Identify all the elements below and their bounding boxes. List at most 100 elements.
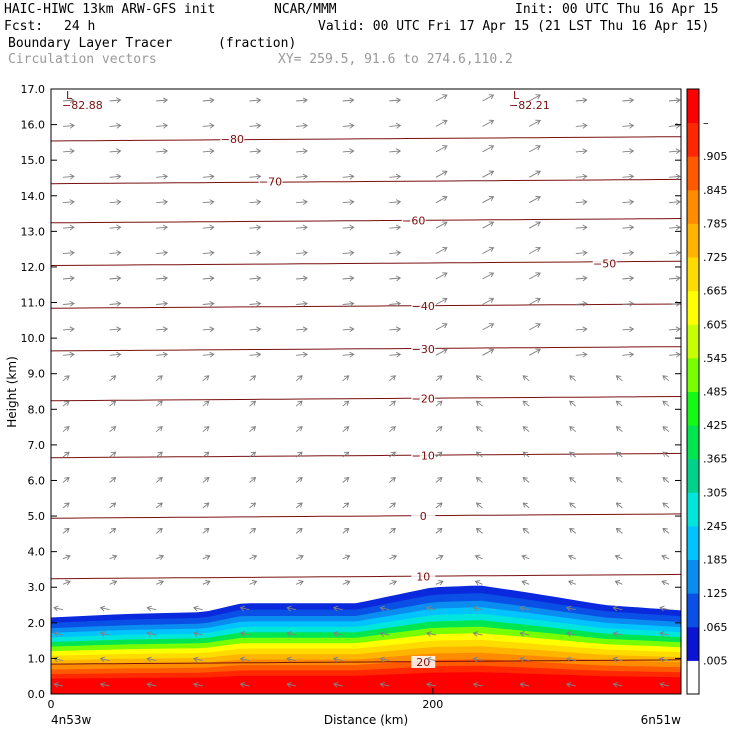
contour-label-1: 10 xyxy=(416,571,430,584)
y-tick-label: 1.0 xyxy=(28,652,46,665)
vector-arrow xyxy=(109,580,118,586)
vector-arrow xyxy=(155,476,163,483)
vector-arrow xyxy=(659,605,670,612)
vector-arrow xyxy=(379,656,390,663)
vector-arrow xyxy=(662,400,670,407)
vector-arrow xyxy=(435,502,443,509)
vector-arrow xyxy=(379,631,390,637)
vector-arrow xyxy=(615,400,623,407)
vector-arrow xyxy=(156,351,169,358)
vector-arrow xyxy=(569,451,577,458)
vector-arrow xyxy=(389,580,398,586)
vector-arrow xyxy=(342,580,351,586)
vector-arrow xyxy=(296,148,308,155)
vector-arrow xyxy=(62,148,75,155)
vector-arrow xyxy=(332,681,343,688)
colorbar-label: .425 xyxy=(703,419,728,432)
vector-arrow xyxy=(668,224,681,231)
vector-arrow xyxy=(482,348,495,356)
vector-arrow xyxy=(109,451,117,458)
vector-arrow xyxy=(109,300,122,307)
vector-arrow xyxy=(528,323,541,331)
vector-arrow xyxy=(249,554,258,560)
colorbar-swatch xyxy=(687,626,699,661)
vector-arrow xyxy=(668,351,681,358)
vector-arrow xyxy=(389,275,402,282)
vector-arrow xyxy=(482,297,495,305)
contour-label-bg-6 xyxy=(411,300,436,313)
contour-label-bg-3 xyxy=(411,449,436,462)
colorbar-label: .905 xyxy=(703,150,728,163)
vector-arrow xyxy=(53,605,64,612)
vector-arrow xyxy=(342,122,355,129)
colorbar-swatch xyxy=(687,458,699,493)
plot-background xyxy=(51,89,681,694)
colorbar-swatch xyxy=(687,223,699,258)
vector-arrow xyxy=(482,196,495,204)
low-right-value: −82.21 xyxy=(509,99,550,112)
vector-arrow xyxy=(202,527,210,534)
vector-arrow xyxy=(575,326,588,333)
vector-arrow xyxy=(239,605,250,612)
vector-arrow xyxy=(528,272,541,280)
vector-arrow xyxy=(249,400,257,407)
vector-arrow xyxy=(99,656,110,663)
vector-arrow xyxy=(528,145,541,153)
vector-arrow xyxy=(62,580,71,586)
colorbar-swatch xyxy=(687,391,699,426)
y-tick-label: 12.0 xyxy=(21,261,46,274)
vector-arrow xyxy=(295,527,303,534)
vector-arrow xyxy=(62,426,70,433)
vector-arrow xyxy=(668,199,681,205)
vector-arrow xyxy=(156,224,169,231)
vector-arrow xyxy=(662,375,670,382)
vector-arrow xyxy=(99,681,110,688)
vector-arrow xyxy=(482,272,495,280)
tracer-band-13 xyxy=(51,672,681,694)
colorbar-label: .005 xyxy=(703,654,728,667)
contour-label-bg-2 xyxy=(411,510,436,523)
vector-arrow xyxy=(521,580,530,586)
vector-arrow xyxy=(474,580,483,586)
vector-arrow xyxy=(435,119,448,127)
vector-arrow xyxy=(662,502,670,509)
vector-arrow xyxy=(472,681,483,688)
vector-arrow xyxy=(522,426,530,433)
vector-arrow xyxy=(528,94,541,102)
contour-line-0 xyxy=(51,659,681,665)
vector-arrow xyxy=(482,170,495,178)
vector-arrow xyxy=(668,122,681,129)
vector-arrow xyxy=(612,631,623,637)
vector-arrow xyxy=(296,275,308,282)
vector-arrow xyxy=(296,326,308,333)
colorbar-label: .605 xyxy=(703,318,728,331)
vector-arrow xyxy=(342,173,355,180)
vector-arrow xyxy=(389,122,402,129)
vector-arrow xyxy=(109,326,122,333)
vector-arrow xyxy=(569,426,577,433)
y-tick-label: 15.0 xyxy=(21,154,46,167)
vector-arrow xyxy=(249,351,262,358)
vector-arrow xyxy=(202,173,215,180)
vector-arrow xyxy=(475,476,483,483)
vector-arrow xyxy=(668,97,681,104)
vector-arrow xyxy=(62,451,70,458)
vector-arrow xyxy=(295,580,304,586)
colorbar-label: .245 xyxy=(703,520,728,533)
init-time: Init: 00 UTC Thu 16 Apr 15 xyxy=(515,2,719,17)
vector-arrow xyxy=(482,145,495,153)
vector-arrow xyxy=(296,224,308,231)
vector-arrow xyxy=(239,631,250,637)
vector-arrow xyxy=(622,173,635,180)
vector-arrow xyxy=(202,502,210,509)
vector-arrow xyxy=(295,476,303,483)
contour-label-bg-4 xyxy=(411,392,436,405)
vector-arrow xyxy=(521,554,530,560)
contour-line-1 xyxy=(51,573,681,580)
vector-arrow xyxy=(435,527,443,534)
colorbar-label: – xyxy=(703,117,709,130)
y-tick-label: 0.0 xyxy=(28,688,46,701)
vector-arrow xyxy=(389,527,396,534)
vector-arrow xyxy=(202,580,211,586)
vector-arrow xyxy=(569,502,577,509)
